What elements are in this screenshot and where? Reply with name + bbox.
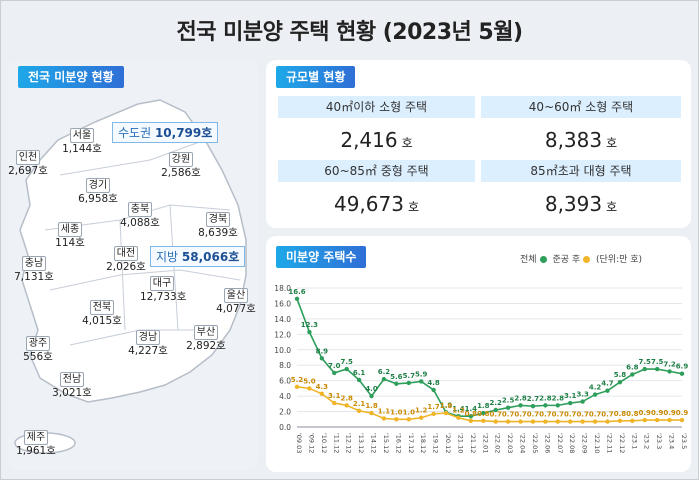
region-label: 대전 2,026호 <box>104 246 148 274</box>
region-value: 1,961호 <box>16 445 56 457</box>
region-name: 인천 <box>15 150 41 165</box>
region-name: 경기 <box>85 178 111 193</box>
region-name: 울산 <box>223 288 249 303</box>
region-value: 2,026호 <box>106 261 146 273</box>
size-value-1-unit: 호 <box>401 136 413 150</box>
region-name: 제주 <box>23 430 49 445</box>
region-label: 광주 556호 <box>16 336 60 364</box>
region-value: 4,015호 <box>82 315 122 327</box>
local-area-callout: 지방 58,066호 <box>150 246 246 267</box>
capital-area-callout: 수도권 10,799호 <box>112 122 219 143</box>
region-label: 충남 7,131호 <box>12 256 56 284</box>
region-label: 인천 2,697호 <box>6 150 50 178</box>
region-label: 경남 4,227호 <box>126 330 170 358</box>
size-value-4-unit: 호 <box>606 200 618 214</box>
region-name: 대전 <box>113 246 139 261</box>
region-label: 경기 6,958호 <box>76 178 120 206</box>
legend-series-1: 전체 <box>520 255 537 265</box>
region-name: 강원 <box>168 152 194 167</box>
size-value-3-number: 49,673 <box>333 192 404 216</box>
region-name: 대구 <box>149 276 175 291</box>
region-name: 충북 <box>127 202 153 217</box>
chart-panel <box>266 236 691 472</box>
region-value: 556호 <box>23 351 53 363</box>
region-label: 충북 4,088호 <box>118 202 162 230</box>
map-tag: 전국 미분양 현황 <box>18 66 124 88</box>
region-value: 1,144호 <box>62 143 102 155</box>
region-label: 울산 4,077호 <box>214 288 258 316</box>
local-label: 지방 <box>156 250 179 264</box>
region-label: 부산 2,892호 <box>184 325 228 353</box>
region-value: 4,227호 <box>128 345 168 357</box>
region-label: 전북 4,015호 <box>80 300 124 328</box>
region-name: 서울 <box>69 128 95 143</box>
region-value: 2,586호 <box>161 167 201 179</box>
size-value-2-number: 8,383 <box>544 128 603 152</box>
region-label: 대구 12,733호 <box>140 276 187 304</box>
region-value: 6,958호 <box>78 193 118 205</box>
size-value-4-number: 8,393 <box>544 192 603 216</box>
size-value-1: 2,416 호 <box>278 122 475 158</box>
size-header-2: 40~60㎡ 소형 주택 <box>481 96 681 118</box>
size-value-2: 8,383 호 <box>481 122 681 158</box>
size-header-3: 60~85㎡ 중형 주택 <box>278 160 475 182</box>
size-value-1-number: 2,416 <box>340 128 398 152</box>
region-name: 충남 <box>21 256 47 271</box>
region-name: 전남 <box>59 372 85 387</box>
region-value: 2,892호 <box>186 340 226 352</box>
region-name: 부산 <box>193 325 219 340</box>
region-value: 3,021호 <box>52 387 92 399</box>
region-value: 2,697호 <box>8 165 48 177</box>
local-value: 58,066호 <box>181 250 240 264</box>
region-label: 경북 8,639호 <box>196 212 240 240</box>
region-name: 경남 <box>135 330 161 345</box>
size-header-1: 40㎡이하 소형 주택 <box>278 96 475 118</box>
capital-value: 10,799호 <box>154 126 213 140</box>
size-header-4: 85㎡초과 대형 주택 <box>481 160 681 182</box>
region-value: 7,131호 <box>14 271 54 283</box>
size-value-4: 8,393 호 <box>481 186 681 222</box>
region-label: 세종 114호 <box>48 222 92 250</box>
size-value-2-unit: 호 <box>606 136 618 150</box>
region-value: 4,088호 <box>120 217 160 229</box>
chart-legend: 전체 준공 후 (단위:만 호) <box>520 252 642 265</box>
chart-title: 미분양 주택수 <box>276 246 367 268</box>
size-tag: 규모별 현황 <box>276 66 356 88</box>
region-name: 전북 <box>89 300 115 315</box>
legend-dot-2 <box>583 256 591 263</box>
region-label: 서울 1,144호 <box>60 128 104 156</box>
size-value-3-unit: 호 <box>407 200 420 214</box>
region-value: 4,077호 <box>216 303 256 315</box>
region-value: 114호 <box>55 237 85 249</box>
region-value: 8,639호 <box>198 227 238 239</box>
region-label: 강원 2,586호 <box>159 152 203 180</box>
size-value-3: 49,673 호 <box>278 186 475 222</box>
chart-unit-note: (단위:만 호) <box>596 255 643 265</box>
capital-label: 수도권 <box>118 126 152 140</box>
region-name: 광주 <box>25 336 51 351</box>
region-name: 경북 <box>205 212 231 227</box>
region-label: 전남 3,021호 <box>50 372 94 400</box>
region-value: 12,733호 <box>140 291 187 303</box>
legend-series-2: 준공 후 <box>552 255 581 265</box>
page-title: 전국 미분양 주택 현황 (2023년 5월) <box>176 20 523 45</box>
region-label: 제주 1,961호 <box>14 430 58 458</box>
region-name: 세종 <box>57 222 83 237</box>
legend-dot-1 <box>539 256 547 263</box>
